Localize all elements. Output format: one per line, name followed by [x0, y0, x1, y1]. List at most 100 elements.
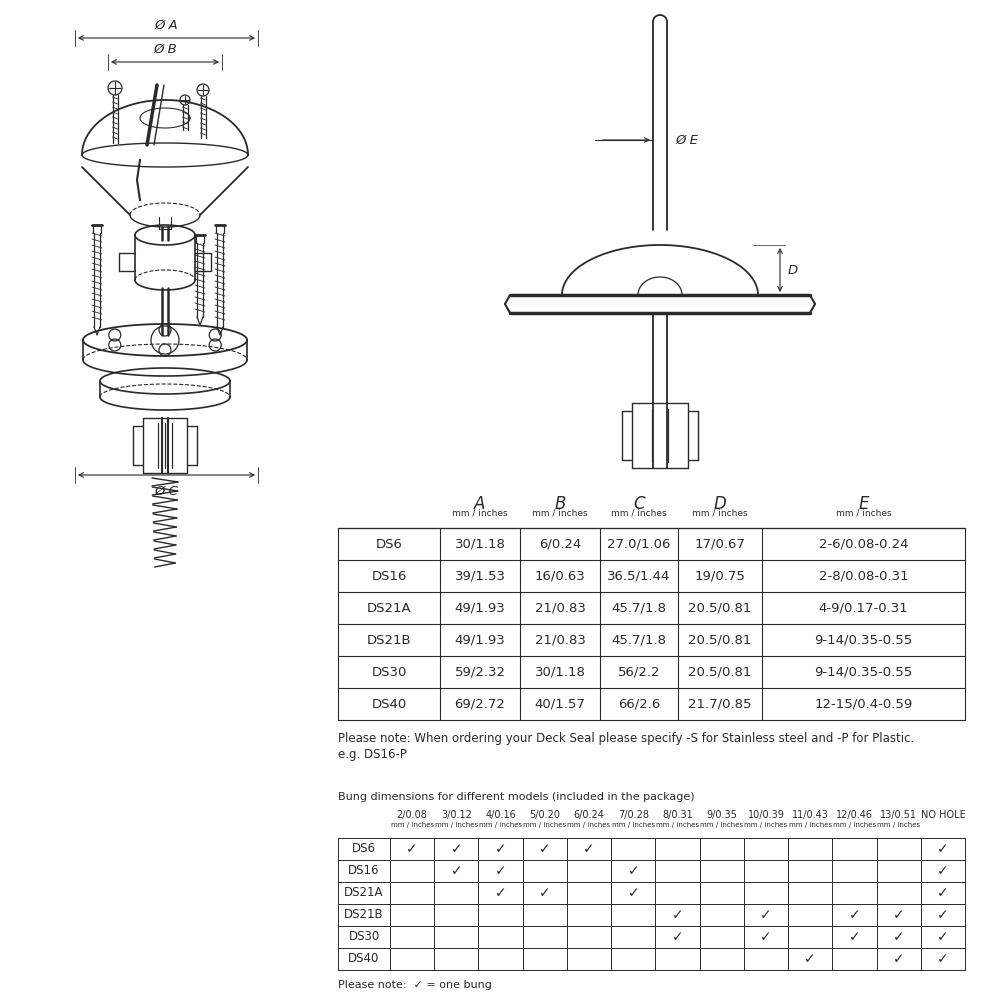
Text: ✓: ✓	[849, 908, 860, 922]
Text: ✓: ✓	[495, 886, 506, 900]
Text: ✓: ✓	[849, 930, 860, 944]
Text: 17/0.67: 17/0.67	[695, 538, 745, 550]
Text: ✓: ✓	[760, 908, 772, 922]
Text: ✓: ✓	[451, 842, 462, 856]
Text: E: E	[858, 495, 869, 513]
Text: 4-9/0.17-0.31: 4-9/0.17-0.31	[819, 601, 908, 614]
Text: 30/1.18: 30/1.18	[455, 538, 505, 550]
Text: mm / inches: mm / inches	[523, 822, 566, 828]
Text: Ø E: Ø E	[675, 133, 698, 146]
Text: ✓: ✓	[937, 864, 949, 878]
Text: DS21B: DS21B	[344, 908, 384, 922]
Text: Ø B: Ø B	[153, 43, 177, 56]
Text: DS6: DS6	[376, 538, 402, 550]
Text: 8/0.31: 8/0.31	[662, 810, 693, 820]
Text: 10/0.39: 10/0.39	[748, 810, 784, 820]
Text: 39/1.53: 39/1.53	[454, 570, 506, 582]
Text: 49/1.93: 49/1.93	[455, 601, 505, 614]
Text: 20.5/0.81: 20.5/0.81	[688, 634, 752, 647]
Text: DS40: DS40	[371, 698, 407, 710]
Text: Ø A: Ø A	[155, 19, 178, 32]
Text: ✓: ✓	[760, 930, 772, 944]
Text: C: C	[633, 495, 645, 513]
Text: ✓: ✓	[539, 886, 551, 900]
Text: mm / inches: mm / inches	[877, 822, 920, 828]
Text: ✓: ✓	[804, 952, 816, 966]
Text: 21.7/0.85: 21.7/0.85	[688, 698, 752, 710]
Text: mm / inches: mm / inches	[479, 822, 522, 828]
Text: 6/0.24: 6/0.24	[539, 538, 581, 550]
Text: mm / inches: mm / inches	[656, 822, 699, 828]
Text: 69/2.72: 69/2.72	[455, 698, 505, 710]
Text: ✓: ✓	[583, 842, 595, 856]
Text: mm / inches: mm / inches	[391, 822, 434, 828]
Text: 5/0.20: 5/0.20	[529, 810, 560, 820]
Text: D: D	[714, 495, 726, 513]
Text: 45.7/1.8: 45.7/1.8	[612, 634, 666, 647]
Text: mm / inches: mm / inches	[700, 822, 743, 828]
Text: ✓: ✓	[539, 842, 551, 856]
Text: 56/2.2: 56/2.2	[618, 666, 660, 678]
Text: mm / inches: mm / inches	[435, 822, 478, 828]
Text: ✓: ✓	[627, 864, 639, 878]
Text: ✓: ✓	[893, 952, 904, 966]
Text: 2/0.08: 2/0.08	[397, 810, 428, 820]
Text: Ø C: Ø C	[155, 485, 178, 498]
Text: 36.5/1.44: 36.5/1.44	[607, 570, 671, 582]
Text: e.g. DS16-P: e.g. DS16-P	[338, 748, 407, 761]
Text: 20.5/0.81: 20.5/0.81	[688, 601, 752, 614]
Text: 19/0.75: 19/0.75	[695, 570, 745, 582]
Text: ✓: ✓	[672, 908, 683, 922]
Text: ✓: ✓	[893, 908, 904, 922]
Text: ✓: ✓	[406, 842, 418, 856]
Text: ✓: ✓	[937, 952, 949, 966]
Text: D: D	[788, 263, 798, 276]
Text: mm / inches: mm / inches	[611, 509, 667, 518]
Text: 49/1.93: 49/1.93	[455, 634, 505, 647]
Text: 3/0.12: 3/0.12	[441, 810, 472, 820]
Text: 30/1.18: 30/1.18	[535, 666, 585, 678]
Text: Bung dimensions for different models (included in the package): Bung dimensions for different models (in…	[338, 792, 695, 802]
Text: mm / inches: mm / inches	[532, 509, 588, 518]
Text: ✓: ✓	[893, 930, 904, 944]
Text: 45.7/1.8: 45.7/1.8	[612, 601, 666, 614]
Text: 11/0.43: 11/0.43	[792, 810, 829, 820]
Text: 66/2.6: 66/2.6	[618, 698, 660, 710]
Text: NO HOLE: NO HOLE	[921, 810, 965, 820]
Text: mm / inches: mm / inches	[833, 822, 876, 828]
Text: 9-14/0.35-0.55: 9-14/0.35-0.55	[814, 666, 913, 678]
Text: 20.5/0.81: 20.5/0.81	[688, 666, 752, 678]
Text: 13/0.51: 13/0.51	[880, 810, 917, 820]
Text: 2-6/0.08-0.24: 2-6/0.08-0.24	[819, 538, 908, 550]
Text: 4/0.16: 4/0.16	[485, 810, 516, 820]
Text: DS21B: DS21B	[367, 634, 411, 647]
Text: 12/0.46: 12/0.46	[836, 810, 873, 820]
Text: mm / inches: mm / inches	[612, 822, 655, 828]
Text: 59/2.32: 59/2.32	[454, 666, 506, 678]
Text: 6/0.24: 6/0.24	[574, 810, 604, 820]
Text: 27.0/1.06: 27.0/1.06	[607, 538, 671, 550]
Text: mm / inches: mm / inches	[744, 822, 788, 828]
Text: ✓: ✓	[627, 886, 639, 900]
Text: ✓: ✓	[672, 930, 683, 944]
Text: 9-14/0.35-0.55: 9-14/0.35-0.55	[814, 634, 913, 647]
Text: mm / inches: mm / inches	[692, 509, 748, 518]
Text: mm / inches: mm / inches	[836, 509, 891, 518]
Text: DS30: DS30	[371, 666, 407, 678]
Text: DS6: DS6	[352, 842, 376, 856]
Text: mm / inches: mm / inches	[452, 509, 508, 518]
Text: DS21A: DS21A	[344, 886, 384, 900]
Text: Please note:  ✓ = one bung: Please note: ✓ = one bung	[338, 980, 492, 990]
Text: DS40: DS40	[348, 952, 380, 966]
Text: 21/0.83: 21/0.83	[535, 634, 585, 647]
Text: 9/0.35: 9/0.35	[706, 810, 737, 820]
Text: DS21A: DS21A	[367, 601, 411, 614]
Text: 2-8/0.08-0.31: 2-8/0.08-0.31	[819, 570, 908, 582]
Text: ✓: ✓	[937, 908, 949, 922]
Text: Please note: When ordering your Deck Seal please specify -S for Stainless steel : Please note: When ordering your Deck Sea…	[338, 732, 914, 745]
Text: B: B	[554, 495, 566, 513]
Text: 40/1.57: 40/1.57	[535, 698, 585, 710]
Text: mm / inches: mm / inches	[789, 822, 832, 828]
Text: 12-15/0.4-0.59: 12-15/0.4-0.59	[814, 698, 913, 710]
Text: 21/0.83: 21/0.83	[535, 601, 585, 614]
